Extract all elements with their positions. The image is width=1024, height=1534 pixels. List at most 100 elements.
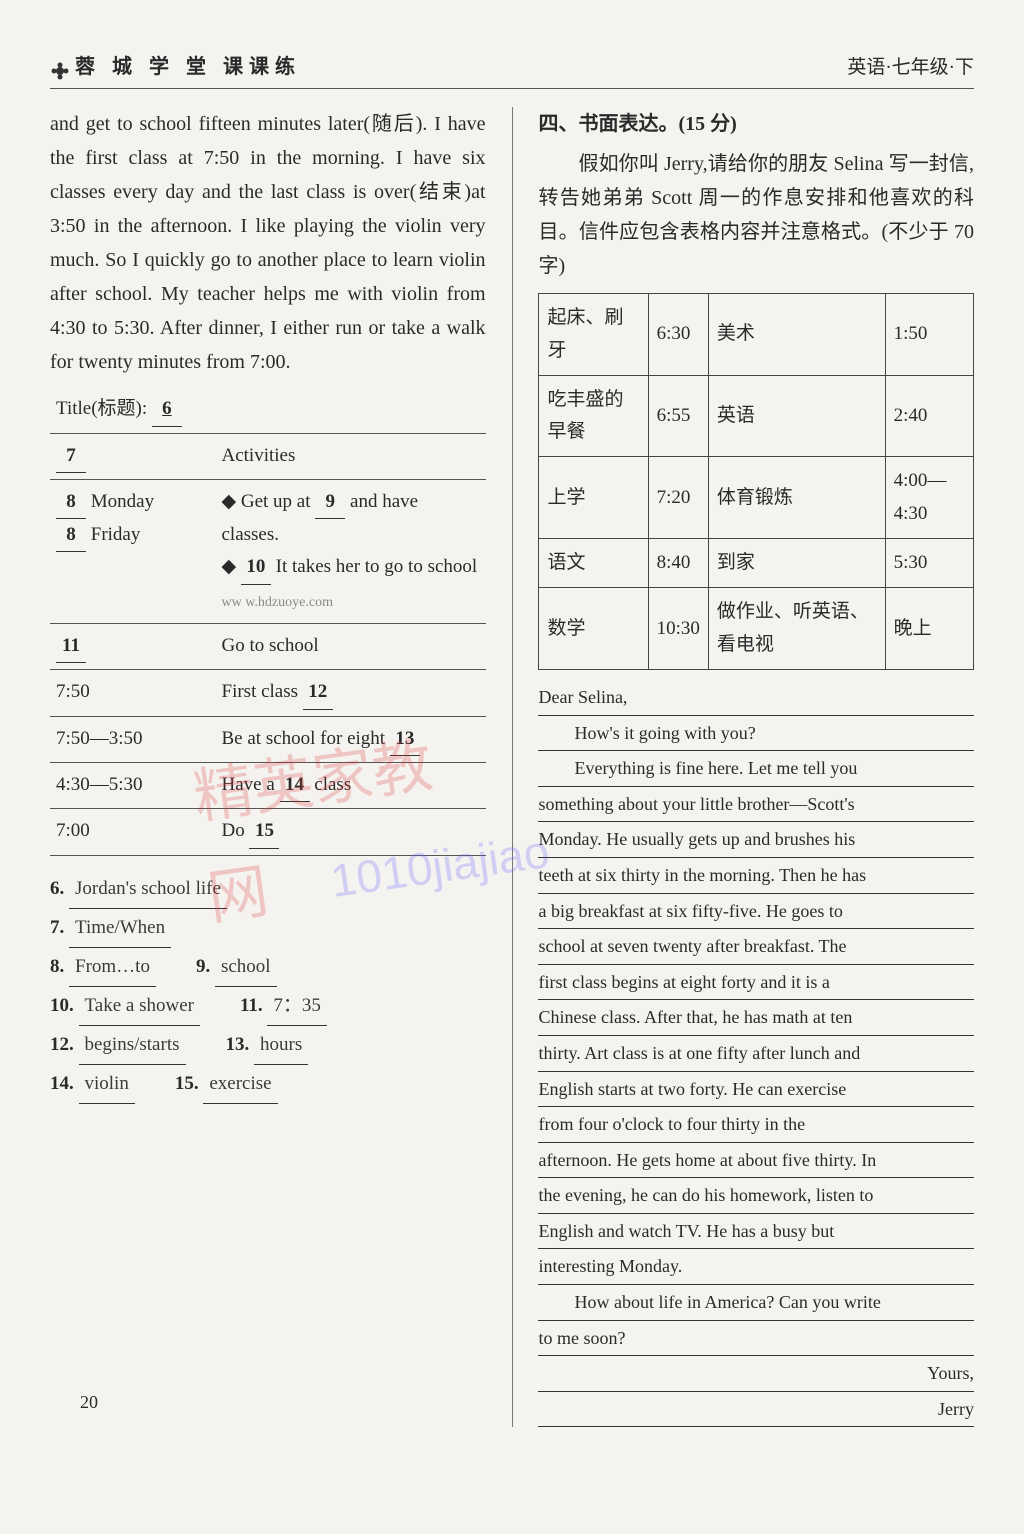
cell: ◆ Get up at 9 and have classes. ◆ 10 It … [216, 479, 486, 623]
answer-item: 12. begins/starts [50, 1026, 186, 1065]
header-left: 蓉 城 学 堂 课课练 [50, 50, 301, 84]
watermark-url: ww w.hdzuoye.com [222, 595, 333, 610]
answer-line: 14. violin 15. exercise [50, 1065, 486, 1104]
cell: 吃丰盛的早餐 [539, 375, 648, 457]
blank-7: 7 [56, 440, 86, 473]
table-title: Title(标题): 6 [50, 387, 486, 433]
table-row: 数学10:30做作业、听英语、看电视晚上 [539, 588, 974, 670]
cell: 语文 [539, 539, 648, 588]
cell: Have a 14 class [216, 762, 486, 808]
cell: 体育锻炼 [708, 457, 885, 539]
cell: 10:30 [648, 588, 708, 670]
left-column: and get to school fifteen minutes later(… [50, 107, 486, 1427]
answer-item: 10. Take a shower [50, 987, 200, 1026]
cell: 晚上 [885, 588, 973, 670]
cell: Activities [216, 433, 486, 479]
answer-line: 6. Jordan's school life [50, 870, 486, 909]
schedule-table: Title(标题): 6 7 Activities 8 Monday 8 Fri… [50, 387, 486, 855]
cell: 4:30—5:30 [50, 762, 216, 808]
text: Do [222, 820, 245, 841]
letter-line: teeth at six thirty in the morning. Then… [538, 858, 974, 894]
letter-line: How about life in America? Can you write [538, 1285, 974, 1321]
answer-line: 8. From…to9. school [50, 948, 486, 987]
text: Get up at [241, 491, 311, 512]
table-row: 4:30—5:30 Have a 14 class [50, 762, 486, 808]
letter-line: the evening, he can do his homework, lis… [538, 1178, 974, 1214]
letter-line: to me soon? [538, 1321, 974, 1357]
answer-item: 6. Jordan's school life [50, 870, 227, 909]
column-divider [512, 107, 513, 1427]
table-row: 7:00 Do 15 [50, 809, 486, 855]
letter-line: Everything is fine here. Let me tell you [538, 751, 974, 787]
cell: 8:40 [648, 539, 708, 588]
cell: 7:50 [50, 670, 216, 716]
text: It takes her to go to school [276, 556, 478, 577]
table-row: 吃丰盛的早餐6:55英语2:40 [539, 375, 974, 457]
blank-15: 15 [249, 815, 279, 848]
answer-item: 14. violin [50, 1065, 135, 1104]
section-title: 四、书面表达。(15 分) [538, 107, 974, 141]
cell: 美术 [708, 294, 885, 376]
answer-item: 13. hours [226, 1026, 309, 1065]
content-table: 起床、刷牙6:30美术1:50吃丰盛的早餐6:55英语2:40上学7:20体育锻… [538, 293, 974, 670]
answer-item: 7. Time/When [50, 909, 171, 948]
page-number: 20 [80, 1387, 98, 1418]
letter-line: afternoon. He gets home at about five th… [538, 1143, 974, 1179]
letter-line: interesting Monday. [538, 1249, 974, 1285]
cell: 7:20 [648, 457, 708, 539]
answer-item: 15. exercise [175, 1065, 278, 1104]
cell: 1:50 [885, 294, 973, 376]
blank-12: 12 [303, 676, 333, 709]
letter-line: school at seven twenty after breakfast. … [538, 929, 974, 965]
blank-6: 6 [152, 393, 182, 426]
table-row: 7:50—3:50 Be at school for eight 13 [50, 716, 486, 762]
letter-line: Monday. He usually gets up and brushes h… [538, 822, 974, 858]
answer-line: 12. begins/starts 13. hours [50, 1026, 486, 1065]
page: 蓉 城 学 堂 课课练 英语·七年级·下 and get to school f… [0, 0, 1024, 1457]
answer-item: 8. From…to [50, 948, 156, 987]
text: First class [222, 681, 299, 702]
letter-line: Yours, [538, 1356, 974, 1392]
text: Have a [222, 774, 275, 795]
cell: Do 15 [216, 809, 486, 855]
columns: and get to school fifteen minutes later(… [50, 107, 974, 1427]
letter-line: How's it going with you? [538, 716, 974, 752]
letter-line: Dear Selina, [538, 680, 974, 716]
cell: First class 12 [216, 670, 486, 716]
letter-line: a big breakfast at six fifty-five. He go… [538, 894, 974, 930]
table-title-row: Title(标题): 6 [50, 387, 486, 433]
cell: 英语 [708, 375, 885, 457]
cell: 7:00 [50, 809, 216, 855]
cell: 到家 [708, 539, 885, 588]
cell: 5:30 [885, 539, 973, 588]
blank-8a: 8 [56, 486, 86, 519]
cell: 2:40 [885, 375, 973, 457]
letter-line: Jerry [538, 1392, 974, 1428]
text: Monday [91, 491, 154, 512]
cell: Be at school for eight 13 [216, 716, 486, 762]
cell: 起床、刷牙 [539, 294, 648, 376]
header-right: 英语·七年级·下 [847, 52, 974, 84]
cell: Go to school [216, 624, 486, 670]
table-row: 8 Monday 8 Friday ◆ Get up at 9 and have… [50, 479, 486, 623]
cell: 6:55 [648, 375, 708, 457]
cell: 8 Monday 8 Friday [50, 479, 216, 623]
answer-item: 11. 7：35 [240, 987, 327, 1026]
cell: 7:50—3:50 [50, 716, 216, 762]
title-label: Title(标题): [56, 398, 147, 419]
answer-line: 7. Time/When [50, 909, 486, 948]
right-column: 四、书面表达。(15 分) 假如你叫 Jerry,请给你的朋友 Selina 写… [538, 107, 974, 1427]
blank-10: 10 [241, 551, 271, 584]
answer-line: 10. Take a shower 11. 7：35 [50, 987, 486, 1026]
text: class [314, 774, 351, 795]
header-left-text: 蓉 城 学 堂 课课练 [75, 56, 301, 78]
text: Be at school for eight [222, 728, 386, 749]
cell: 11 [50, 624, 216, 670]
cell: 6:30 [648, 294, 708, 376]
table-row: 7:50 First class 12 [50, 670, 486, 716]
cell: 4:00—4:30 [885, 457, 973, 539]
letter-line: English and watch TV. He has a busy but [538, 1214, 974, 1250]
writing-prompt: 假如你叫 Jerry,请给你的朋友 Selina 写一封信,转告她弟弟 Scot… [538, 147, 974, 283]
passage: and get to school fifteen minutes later(… [50, 107, 486, 379]
page-header: 蓉 城 学 堂 课课练 英语·七年级·下 [50, 50, 974, 89]
